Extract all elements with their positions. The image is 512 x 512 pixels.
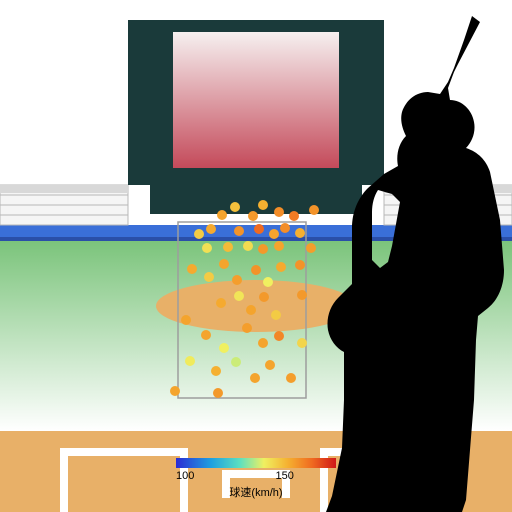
pitch-point — [243, 241, 253, 251]
pitch-point — [204, 272, 214, 282]
pitch-point — [231, 357, 241, 367]
legend-label: 球速(km/h) — [176, 484, 336, 500]
pitch-point — [295, 228, 305, 238]
pitch-point — [219, 343, 229, 353]
pitch-point — [181, 315, 191, 325]
pitch-point — [234, 291, 244, 301]
pitch-point — [250, 373, 260, 383]
pitch-point — [276, 262, 286, 272]
legend-colorbar — [176, 458, 336, 468]
pitch-point — [306, 243, 316, 253]
pitch-point — [242, 323, 252, 333]
pitch-point — [297, 338, 307, 348]
pitch-point — [289, 211, 299, 221]
pitch-point — [263, 277, 273, 287]
pitch-point — [206, 224, 216, 234]
pitch-location-chart — [0, 0, 512, 512]
pitch-point — [170, 386, 180, 396]
legend-tick-1: 150 — [276, 470, 294, 482]
pitch-point — [194, 229, 204, 239]
pitch-point — [280, 223, 290, 233]
pitch-point — [271, 310, 281, 320]
pitch-point — [201, 330, 211, 340]
pitch-point — [254, 224, 264, 234]
pitch-point — [274, 207, 284, 217]
pitch-point — [230, 202, 240, 212]
pitch-point — [258, 200, 268, 210]
pitch-point — [309, 205, 319, 215]
pitch-point — [187, 264, 197, 274]
pitch-point — [213, 388, 223, 398]
pitch-point — [286, 373, 296, 383]
pitch-point — [216, 298, 226, 308]
pitch-point — [265, 360, 275, 370]
pitch-point — [234, 226, 244, 236]
legend-tick-0: 100 — [176, 470, 194, 482]
pitch-point — [219, 259, 229, 269]
pitch-point — [202, 243, 212, 253]
pitch-point — [258, 338, 268, 348]
pitch-point — [258, 244, 268, 254]
pitch-point — [211, 366, 221, 376]
pitch-point — [217, 210, 227, 220]
legend-ticks: 100 . 150 . — [176, 470, 336, 482]
pitch-point — [274, 331, 284, 341]
pitch-point — [295, 260, 305, 270]
pitch-point — [248, 211, 258, 221]
velocity-legend: 100 . 150 . 球速(km/h) — [176, 458, 336, 500]
pitch-point — [251, 265, 261, 275]
pitch-point — [259, 292, 269, 302]
pitch-point — [185, 356, 195, 366]
pitch-point — [246, 305, 256, 315]
pitch-point — [223, 242, 233, 252]
pitch-point — [232, 275, 242, 285]
pitch-point — [274, 241, 284, 251]
pitch-point — [269, 229, 279, 239]
pitch-point — [297, 290, 307, 300]
